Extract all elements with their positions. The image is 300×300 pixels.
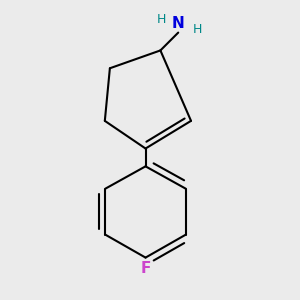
Text: N: N [172, 16, 184, 31]
Text: H: H [193, 23, 202, 36]
Text: F: F [140, 261, 151, 276]
Text: H: H [157, 13, 167, 26]
